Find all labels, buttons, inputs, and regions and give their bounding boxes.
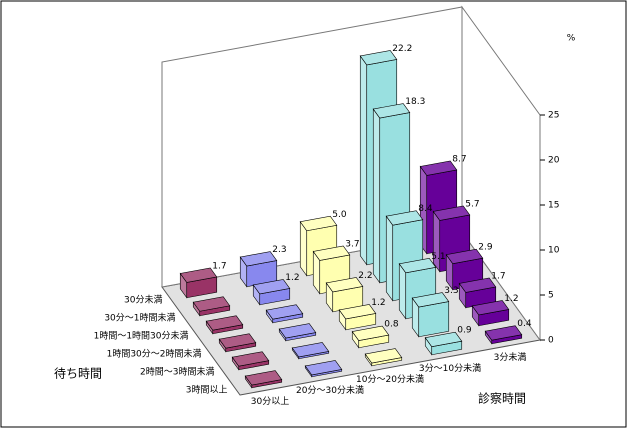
value-label: 0.9 bbox=[457, 326, 472, 336]
y-tick-label: 30分～1時間未満 bbox=[104, 312, 175, 324]
bar-top-face bbox=[359, 50, 398, 66]
bar bbox=[364, 348, 403, 367]
bar-top-face bbox=[424, 331, 463, 347]
y-axis-title: 待ち時間 bbox=[54, 367, 102, 381]
z-tick-label: 5 bbox=[548, 291, 554, 301]
bar-left-face bbox=[359, 55, 368, 266]
value-label: 0.4 bbox=[517, 319, 532, 329]
value-label: 1.7 bbox=[491, 271, 505, 281]
bar bbox=[424, 331, 463, 356]
bar-top-face bbox=[338, 304, 377, 320]
bar bbox=[265, 304, 304, 324]
value-label: 0.8 bbox=[384, 320, 399, 330]
value-label: 2.2 bbox=[358, 271, 372, 281]
y-tick-label: 1時間～1時間30分未満 bbox=[94, 330, 189, 342]
value-label: 1.7 bbox=[212, 261, 226, 271]
bar bbox=[231, 351, 270, 371]
value-label: 8.4 bbox=[418, 204, 433, 214]
bar-top-face bbox=[205, 315, 244, 331]
value-label: 18.3 bbox=[405, 97, 425, 107]
x-tick-label: 3分未満 bbox=[494, 351, 527, 363]
bar-top-face bbox=[445, 248, 484, 264]
bar bbox=[278, 323, 317, 342]
y-tick-label: 2時間～3時間未満 bbox=[140, 366, 214, 378]
bar bbox=[351, 325, 390, 349]
bar-left-face bbox=[372, 108, 381, 284]
bar bbox=[218, 333, 257, 353]
value-label: 5.0 bbox=[332, 210, 347, 220]
x-tick-label: 3分～10分未満 bbox=[419, 362, 481, 374]
bar bbox=[471, 300, 510, 327]
bar-top-face bbox=[351, 325, 390, 341]
bar-front-face bbox=[418, 301, 450, 338]
bar-top-face bbox=[304, 360, 343, 376]
value-label: 2.9 bbox=[478, 243, 493, 253]
bar-top-face bbox=[325, 277, 364, 293]
value-label: 2.3 bbox=[272, 245, 286, 255]
bar bbox=[458, 277, 497, 309]
z-tick-label: 10 bbox=[548, 246, 560, 256]
value-label: 5.7 bbox=[465, 199, 479, 209]
bar bbox=[325, 277, 364, 313]
value-label: 1.2 bbox=[371, 298, 385, 308]
y-tick-label: 30分未満 bbox=[124, 294, 162, 306]
bar-top-face bbox=[312, 245, 351, 261]
bar bbox=[484, 325, 523, 345]
bar bbox=[244, 370, 283, 389]
bar-top-face bbox=[458, 277, 497, 293]
value-label: 1.2 bbox=[504, 294, 518, 304]
y-tick-label: 1時間30分～2時間未満 bbox=[107, 348, 202, 360]
x-axis-title: 診察時間 bbox=[478, 391, 526, 406]
z-tick-label: 25 bbox=[548, 111, 559, 121]
bar-top-face bbox=[231, 351, 270, 367]
bar-top-face bbox=[372, 103, 411, 119]
bar bbox=[179, 267, 218, 299]
bar bbox=[192, 296, 231, 317]
bar-top-face bbox=[299, 215, 338, 232]
bar-top-face bbox=[278, 323, 317, 339]
bar bbox=[239, 251, 278, 288]
bar bbox=[338, 304, 377, 331]
bar-top-face bbox=[484, 325, 523, 341]
bar-left-face bbox=[385, 215, 394, 302]
value-label: 8.7 bbox=[452, 154, 466, 164]
value-label: 22.2 bbox=[392, 44, 412, 54]
bar-top-face bbox=[385, 210, 424, 226]
bar bbox=[291, 342, 330, 360]
value-label: 3.7 bbox=[345, 239, 359, 249]
bar-top-face bbox=[411, 292, 450, 308]
bar-top-face bbox=[364, 348, 403, 364]
bar-top-face bbox=[265, 304, 304, 320]
z-tick-label: 20 bbox=[548, 156, 560, 166]
bar-top-face bbox=[239, 251, 278, 267]
bar-top-face bbox=[432, 205, 471, 221]
value-label: 1.2 bbox=[285, 273, 299, 283]
value-label: 3.3 bbox=[444, 286, 458, 296]
bar bbox=[205, 315, 244, 335]
bar-left-face bbox=[398, 262, 407, 320]
bar-top-face bbox=[218, 333, 257, 349]
bar-top-face bbox=[398, 258, 437, 274]
z-axis-unit: % bbox=[567, 34, 576, 44]
y-tick-label: 3時間以上 bbox=[186, 385, 228, 396]
bar-top-face bbox=[419, 160, 458, 176]
bar-top-face bbox=[471, 300, 510, 316]
bar-left-face bbox=[432, 210, 441, 273]
bar-top-face bbox=[252, 279, 291, 295]
bar-top-face bbox=[179, 267, 218, 283]
x-tick-label: 10分～20分未満 bbox=[356, 373, 424, 385]
bar-top-face bbox=[192, 296, 231, 312]
x-tick-label: 20分～30分未満 bbox=[296, 384, 364, 396]
bar bbox=[411, 292, 450, 338]
bar bbox=[252, 279, 291, 306]
bar bbox=[304, 360, 343, 378]
z-tick-label: 15 bbox=[548, 201, 559, 211]
x-tick-label: 30分以上 bbox=[251, 396, 289, 407]
z-tick-label: 0 bbox=[548, 336, 554, 346]
value-label: 5.1 bbox=[431, 252, 445, 262]
bar-top-face bbox=[291, 342, 330, 358]
bar-top-face bbox=[244, 370, 283, 386]
